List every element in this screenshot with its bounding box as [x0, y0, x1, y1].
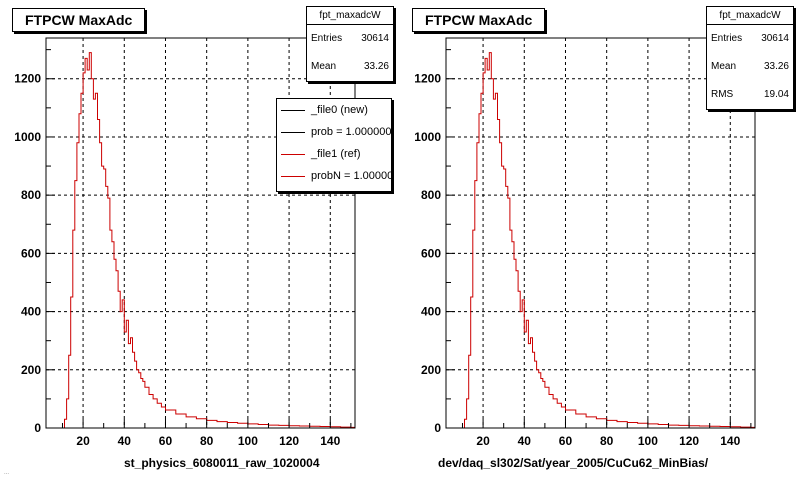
histogram-plot-right: 20 40 60 80 100 120 140 0 200 400 600 800 1000 1200 [414, 37, 756, 448]
y-tick-label: 0 [34, 421, 41, 435]
stats-value: 33.26 [363, 61, 389, 72]
stats-label: Entries [711, 33, 743, 44]
legend-entry: prob = 1.000000 [277, 121, 391, 143]
histogram-title: FTPCW MaxAdc [412, 8, 546, 32]
legend-line [281, 109, 305, 111]
x-tick-label: 120 [279, 434, 299, 448]
y-tick-label: 400 [421, 305, 441, 319]
x-tick-label: 100 [638, 434, 658, 448]
legend-entry: _file1 (ref) [277, 143, 391, 165]
legend-label: probN = 1.000000 [311, 170, 392, 182]
x-tick-label: 40 [518, 434, 532, 448]
legend-entry: _file0 (new) [277, 99, 391, 121]
y-tick-label: 0 [434, 421, 441, 435]
y-tick-label: 1000 [414, 130, 441, 144]
plot-area [46, 38, 355, 428]
stats-name: fpt_maxadcW [307, 7, 393, 25]
legend-line [281, 153, 305, 155]
y-tick-label: 400 [21, 305, 41, 319]
x-tick-label: 120 [679, 434, 699, 448]
right-panel: 20 40 60 80 100 120 140 0 200 400 600 800 1000 1200 F… [400, 0, 800, 480]
x-tick-label: 20 [476, 434, 490, 448]
footer-text: ... [4, 470, 10, 476]
y-tick-label: 1000 [14, 130, 41, 144]
y-tick-label: 600 [21, 246, 41, 260]
x-tick-label: 40 [118, 434, 132, 448]
stats-row-rms: RMS 19.04 [707, 81, 793, 109]
stats-box[interactable]: fpt_maxadcW Entries 30614 Mean 33.26 [306, 6, 394, 82]
x-tick-label: 20 [76, 434, 90, 448]
x-axis-label: st_physics_6080011_raw_1020004 [124, 456, 320, 470]
stats-row-entries: Entries 30614 [307, 25, 393, 53]
legend-line [281, 175, 305, 177]
left-panel: 20 40 60 80 100 120 140 0 200 400 600 800 1000 1200 F… [4, 6, 394, 476]
x-axis-label: dev/daq_sl302/Sat/year_2005/CuCu62_MinBi… [438, 456, 709, 470]
stats-label: Mean [711, 61, 737, 72]
legend[interactable]: _file0 (new) prob = 1.000000 _file1 (ref… [276, 98, 392, 192]
y-tick-label: 200 [421, 363, 441, 377]
stats-box[interactable]: fpt_maxadcW Entries 30614 Mean 33.26 RMS… [706, 6, 794, 110]
stats-label: Entries [311, 33, 343, 44]
x-tick-label: 80 [200, 434, 214, 448]
plot-frame [445, 37, 756, 429]
stats-value: 30614 [361, 33, 389, 44]
y-tick-label: 200 [21, 363, 41, 377]
x-tick-label: 140 [720, 434, 740, 448]
y-tick-label: 800 [421, 188, 441, 202]
legend-entry: probN = 1.000000 [277, 165, 391, 187]
x-tick-label: 80 [600, 434, 614, 448]
stats-value: 30614 [761, 33, 789, 44]
y-tick-label: 1200 [14, 72, 41, 86]
stats-name: fpt_maxadcW [707, 7, 793, 25]
x-tick-label: 140 [320, 434, 340, 448]
legend-line [281, 131, 305, 133]
stats-row-entries: Entries 30614 [707, 25, 793, 53]
x-tick-label: 100 [238, 434, 258, 448]
legend-label: prob = 1.000000 [311, 126, 392, 138]
stats-value: 33.26 [763, 61, 789, 72]
stats-label: RMS [711, 89, 734, 100]
y-tick-label: 800 [21, 188, 41, 202]
y-tick-label: 600 [421, 246, 441, 260]
y-tick-label: 1200 [414, 72, 441, 86]
histogram-title: FTPCW MaxAdc [12, 8, 146, 32]
x-tick-label: 60 [159, 434, 173, 448]
legend-label: _file1 (ref) [311, 148, 361, 160]
stats-row-mean: Mean 33.26 [707, 53, 793, 81]
stats-row-mean: Mean 33.26 [307, 53, 393, 81]
stats-value: 19.04 [763, 89, 789, 100]
plot-frame [45, 37, 356, 429]
x-tick-label: 60 [559, 434, 573, 448]
legend-label: _file0 (new) [311, 104, 368, 116]
stats-label: Mean [311, 61, 337, 72]
